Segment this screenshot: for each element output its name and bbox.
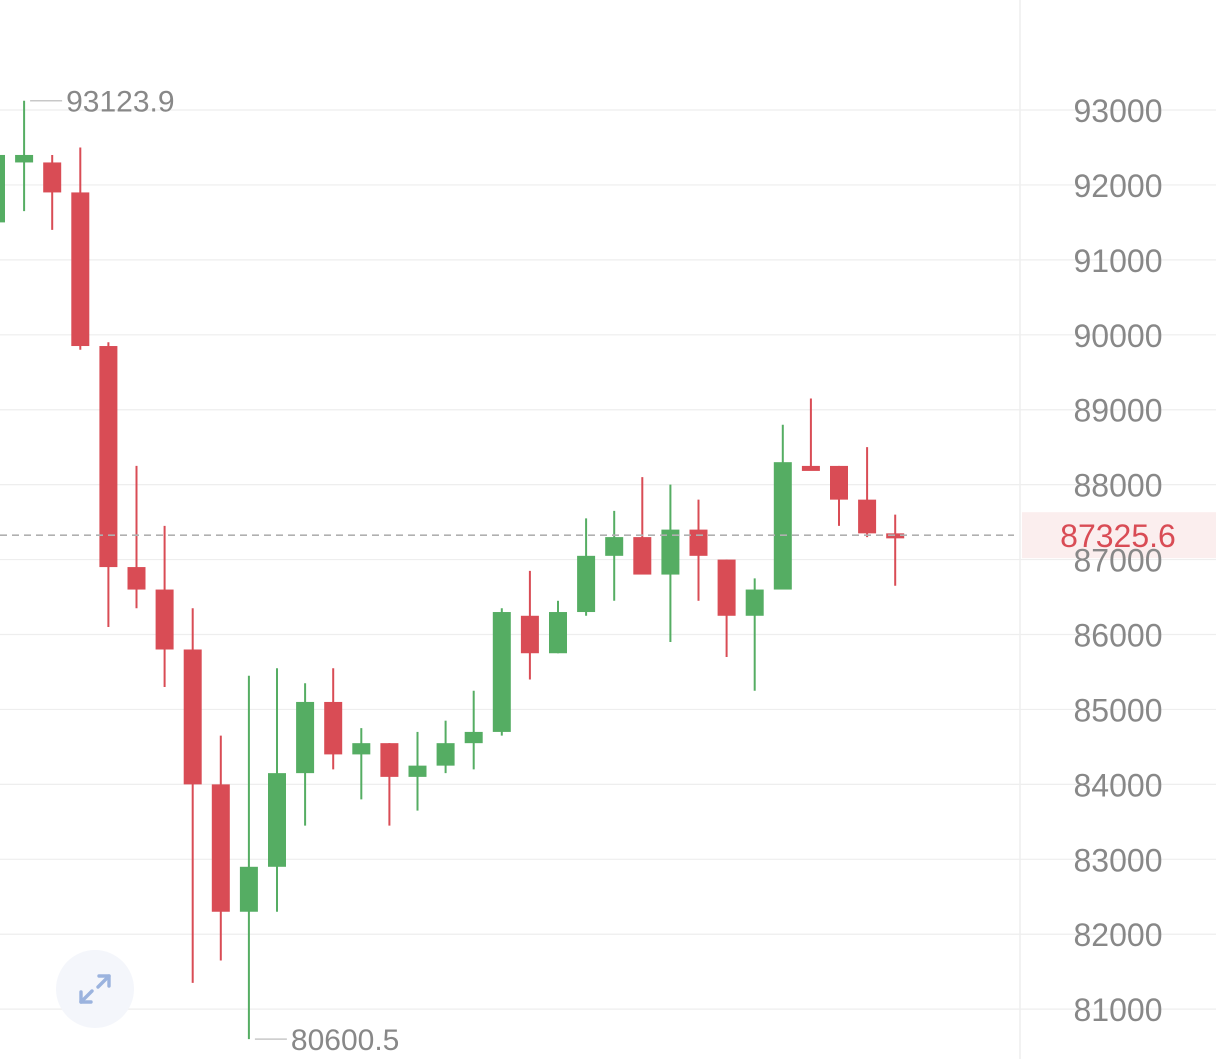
y-tick-label: 90000 — [1074, 318, 1163, 354]
candle — [239, 675, 258, 1040]
candle — [886, 514, 905, 586]
candle-body — [633, 537, 652, 575]
candle-body — [801, 465, 820, 471]
candle-body — [773, 462, 792, 590]
candle-body — [71, 192, 90, 347]
candle — [549, 600, 567, 654]
candle — [0, 154, 5, 223]
candle — [324, 668, 343, 770]
candle-body — [211, 784, 230, 912]
candle-body — [183, 649, 202, 785]
candle — [155, 525, 174, 687]
candle-body — [830, 465, 848, 500]
candle-body — [745, 589, 764, 616]
candle-body — [549, 612, 567, 654]
y-tick-label: 93000 — [1074, 93, 1163, 129]
candle-body — [155, 589, 174, 650]
candle — [99, 342, 118, 628]
candle — [15, 100, 34, 212]
candle — [830, 465, 848, 526]
candle — [43, 154, 62, 230]
candle — [633, 477, 652, 575]
candle-body — [408, 765, 427, 777]
y-tick-label: 83000 — [1074, 842, 1163, 878]
y-tick-label: 82000 — [1074, 917, 1163, 953]
candle — [183, 608, 202, 983]
y-tick-label: 92000 — [1074, 168, 1163, 204]
candle — [408, 731, 427, 811]
candle — [577, 518, 596, 616]
y-tick-label: 91000 — [1074, 243, 1163, 279]
candle-body — [605, 537, 624, 556]
price-markers: 93123.9 80600.5 87325.6 — [0, 86, 1216, 1057]
candle-body — [352, 743, 371, 755]
candle — [71, 147, 90, 350]
candle — [717, 559, 736, 657]
candle-body — [492, 612, 511, 732]
y-tick-label: 88000 — [1074, 468, 1163, 504]
candle — [464, 690, 483, 770]
candle — [380, 743, 399, 826]
candle — [858, 447, 877, 538]
candle-body — [577, 555, 596, 613]
candle-body — [43, 162, 62, 193]
candle — [127, 465, 146, 609]
candle — [352, 728, 371, 800]
candle-body — [858, 499, 877, 534]
candle — [296, 683, 315, 826]
candle-body — [436, 743, 455, 766]
expand-chart-button[interactable] — [56, 950, 134, 1028]
candle-body — [689, 529, 708, 556]
candle-body — [380, 743, 399, 777]
candle — [661, 484, 680, 643]
y-axis: 93000 92000 91000 90000 89000 88000 87000 86000… — [1074, 93, 1163, 1028]
candle-body — [99, 346, 118, 568]
candle — [211, 735, 230, 961]
candle-body — [886, 533, 905, 539]
candle-body — [464, 731, 483, 744]
candle — [745, 578, 764, 691]
candle-body — [717, 559, 736, 616]
candle-body — [268, 773, 286, 867]
candle — [492, 608, 511, 736]
current-price-label: 87325.6 — [1060, 518, 1176, 554]
candle-body — [520, 615, 539, 654]
candle-body — [324, 701, 343, 755]
expand-diagonal-arrows-icon — [79, 974, 111, 1004]
candle — [801, 398, 820, 471]
candle — [268, 668, 286, 912]
candle — [605, 510, 624, 601]
y-tick-label: 87000 — [1074, 543, 1163, 579]
candle-body — [0, 154, 5, 223]
min-price-label: 80600.5 — [291, 1024, 399, 1057]
candle — [773, 424, 792, 590]
candle-body — [127, 567, 146, 590]
candle-body — [296, 701, 315, 774]
max-price-label: 93123.9 — [66, 86, 174, 119]
candle — [436, 720, 455, 774]
current-price-tag — [1022, 512, 1216, 559]
y-tick-label: 81000 — [1074, 992, 1163, 1028]
candle — [520, 570, 539, 680]
candle-body — [661, 529, 680, 575]
y-tick-label: 89000 — [1074, 393, 1163, 429]
y-tick-label: 84000 — [1074, 767, 1163, 803]
y-tick-label: 85000 — [1074, 692, 1163, 728]
candles — [0, 100, 905, 1040]
candle-body — [239, 866, 258, 912]
y-tick-label: 86000 — [1074, 618, 1163, 654]
candle-body — [15, 154, 34, 163]
candle — [689, 499, 708, 601]
